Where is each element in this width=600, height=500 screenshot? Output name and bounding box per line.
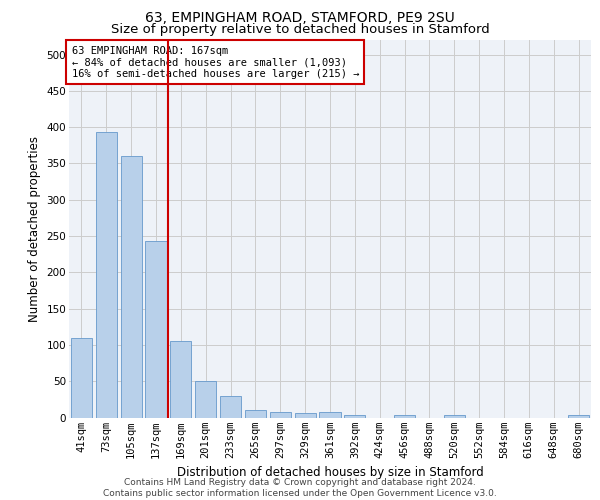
Bar <box>71 338 92 417</box>
Y-axis label: Number of detached properties: Number of detached properties <box>28 136 41 322</box>
Text: Contains HM Land Registry data © Crown copyright and database right 2024.
Contai: Contains HM Land Registry data © Crown c… <box>103 478 497 498</box>
Bar <box>270 412 291 418</box>
Text: 63, EMPINGHAM ROAD, STAMFORD, PE9 2SU: 63, EMPINGHAM ROAD, STAMFORD, PE9 2SU <box>145 12 455 26</box>
Bar <box>568 414 589 418</box>
X-axis label: Distribution of detached houses by size in Stamford: Distribution of detached houses by size … <box>176 466 484 479</box>
Bar <box>394 414 415 418</box>
Bar <box>220 396 241 417</box>
Bar <box>295 413 316 418</box>
Text: 63 EMPINGHAM ROAD: 167sqm
← 84% of detached houses are smaller (1,093)
16% of se: 63 EMPINGHAM ROAD: 167sqm ← 84% of detac… <box>71 46 359 79</box>
Bar <box>145 241 167 418</box>
Bar <box>319 412 341 418</box>
Bar <box>195 381 216 418</box>
Bar <box>444 414 465 418</box>
Bar <box>96 132 117 418</box>
Bar <box>344 414 365 418</box>
Text: Size of property relative to detached houses in Stamford: Size of property relative to detached ho… <box>110 22 490 36</box>
Bar <box>121 156 142 417</box>
Bar <box>245 410 266 418</box>
Bar <box>170 342 191 417</box>
